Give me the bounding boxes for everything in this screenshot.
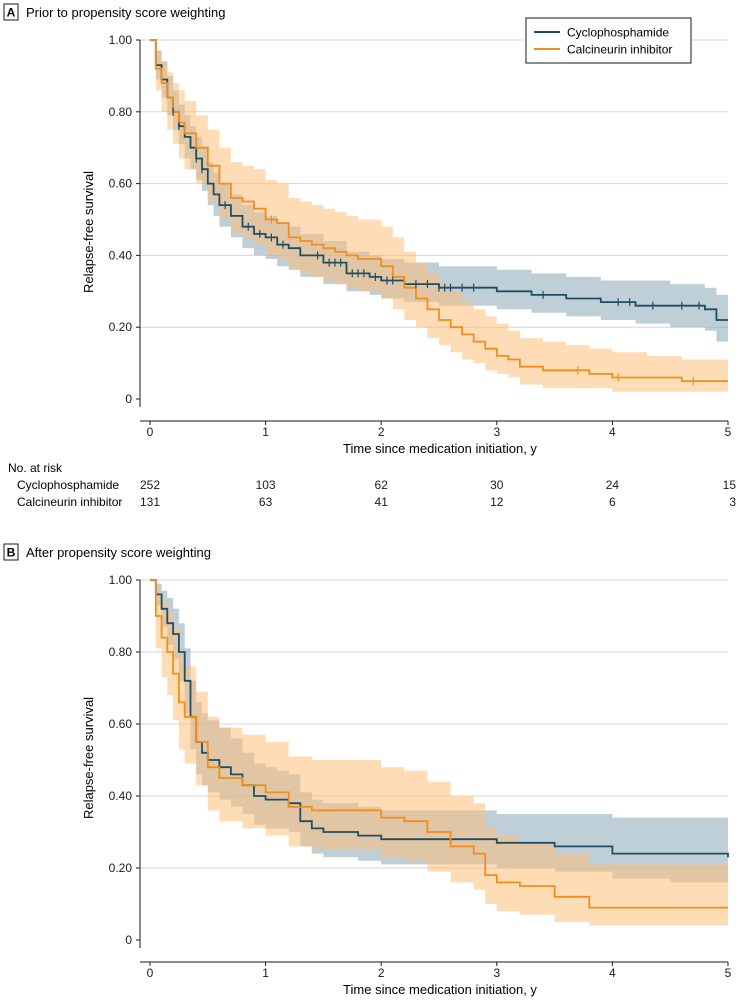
panel-b-letter-box: [3, 543, 19, 561]
risk-row-label-cyclophosphamide: Cyclophosphamide: [17, 478, 119, 492]
legend-label-cyclophosphamide: Cyclophosphamide: [567, 26, 669, 40]
panel-b-x-tick-label: 2: [378, 966, 385, 980]
risk-count: 15: [723, 478, 737, 492]
risk-table: No. at risk Cyclophosphamide Calcineurin…: [8, 461, 736, 509]
panel-b-survival-lines: [150, 579, 729, 909]
risk-count: 3: [729, 495, 736, 509]
panel-a-x-tick-label: 2: [378, 425, 385, 439]
risk-count: 252: [140, 478, 160, 492]
legend-box: [525, 17, 692, 64]
panel-b-title: After propensity score weighting: [26, 545, 211, 560]
panel-b-x-tick-label: 0: [147, 966, 154, 980]
risk-count: 24: [606, 478, 620, 492]
panel-b-x-tick-label: 5: [725, 966, 732, 980]
panel-a-y-tick-label: 0.60: [109, 177, 133, 191]
panel-b-y-tick-label: 0: [125, 933, 132, 947]
panel-b-y-tick-labels: 0 0.20 0.40 0.60 0.80 1.00: [109, 573, 133, 947]
panel-a-y-axis-label: Relapse-free survival: [81, 171, 96, 293]
panel-a-y-tick-labels: 0 0.20 0.40 0.60 0.80 1.00: [109, 33, 133, 406]
panel-b-survival-line-calcineurin-inhibitor: [150, 579, 728, 909]
panel-b-ci-bands: [150, 580, 728, 926]
panel-b-y-tick-label: 1.00: [109, 573, 133, 587]
panel-a: A Prior to propensity score weighting 00…: [3, 3, 732, 456]
panel-a-x-tick-label: 3: [493, 425, 500, 439]
panel-b-x-tick-label: 1: [262, 966, 269, 980]
panel-b-y-tick-label: 0.20: [109, 861, 133, 875]
panel-a-x-tick-label: 5: [725, 425, 732, 439]
risk-count: 103: [256, 478, 276, 492]
panel-a-y-tick-label: 0.40: [109, 248, 133, 262]
panel-a-survival-lines: [150, 39, 728, 382]
panel-b-y-tick-label: 0.60: [109, 717, 133, 731]
risk-count: 131: [140, 495, 160, 509]
risk-count: 30: [490, 478, 504, 492]
panel-a-x-tick-labels: 0 1 2 3 4 5: [147, 425, 732, 439]
panel-b-y-tick-label: 0.80: [109, 645, 133, 659]
panel-a-axes: [136, 39, 729, 425]
panel-a-x-tick-label: 0: [147, 425, 154, 439]
panel-a-letter-box: [3, 3, 19, 21]
panel-a-y-tick-label: 1.00: [109, 33, 133, 47]
legend: Cyclophosphamide Calcineurin inhibitor: [525, 17, 692, 64]
panel-a-survival-line-calcineurin-inhibitor: [150, 39, 728, 382]
risk-count: 41: [375, 495, 389, 509]
panel-b: B After propensity score weighting 0 0.20…: [3, 543, 732, 997]
panel-a-x-tick-label: 1: [262, 425, 269, 439]
panel-a-letter: A: [7, 6, 16, 20]
risk-count: 12: [490, 495, 504, 509]
panel-a-y-tick-label: 0: [125, 392, 132, 406]
risk-count: 63: [259, 495, 273, 509]
panel-b-ci-band-calcineurin-inhibitor: [150, 580, 728, 926]
risk-count: 62: [375, 478, 389, 492]
panel-b-letter: B: [7, 546, 16, 560]
panel-a-x-tick-label: 4: [609, 425, 616, 439]
risk-count: 6: [609, 495, 616, 509]
risk-table-header: No. at risk: [8, 461, 63, 475]
panel-a-y-tick-label: 0.20: [109, 320, 133, 334]
panel-b-x-tick-label: 4: [609, 966, 616, 980]
panel-b-x-tick-label: 3: [493, 966, 500, 980]
panel-a-x-axis-label: Time since medication initiation, y: [343, 441, 537, 456]
panel-a-censor-marks: [172, 107, 700, 386]
panel-a-y-tick-label: 0.80: [109, 105, 133, 119]
risk-row-label-calcineurin-inhibitor: Calcineurin inhibitor: [17, 495, 122, 509]
panel-b-y-axis-label: Relapse-free survival: [81, 697, 96, 819]
panel-b-x-tick-labels: 0 1 2 3 4 5: [147, 966, 732, 980]
panel-b-x-axis-label: Time since medication initiation, y: [343, 982, 537, 997]
panel-b-axes: [136, 579, 729, 966]
panel-a-title: Prior to propensity score weighting: [26, 5, 225, 20]
legend-label-calcineurin-inhibitor: Calcineurin inhibitor: [567, 43, 672, 57]
panel-b-y-tick-label: 0.40: [109, 789, 133, 803]
